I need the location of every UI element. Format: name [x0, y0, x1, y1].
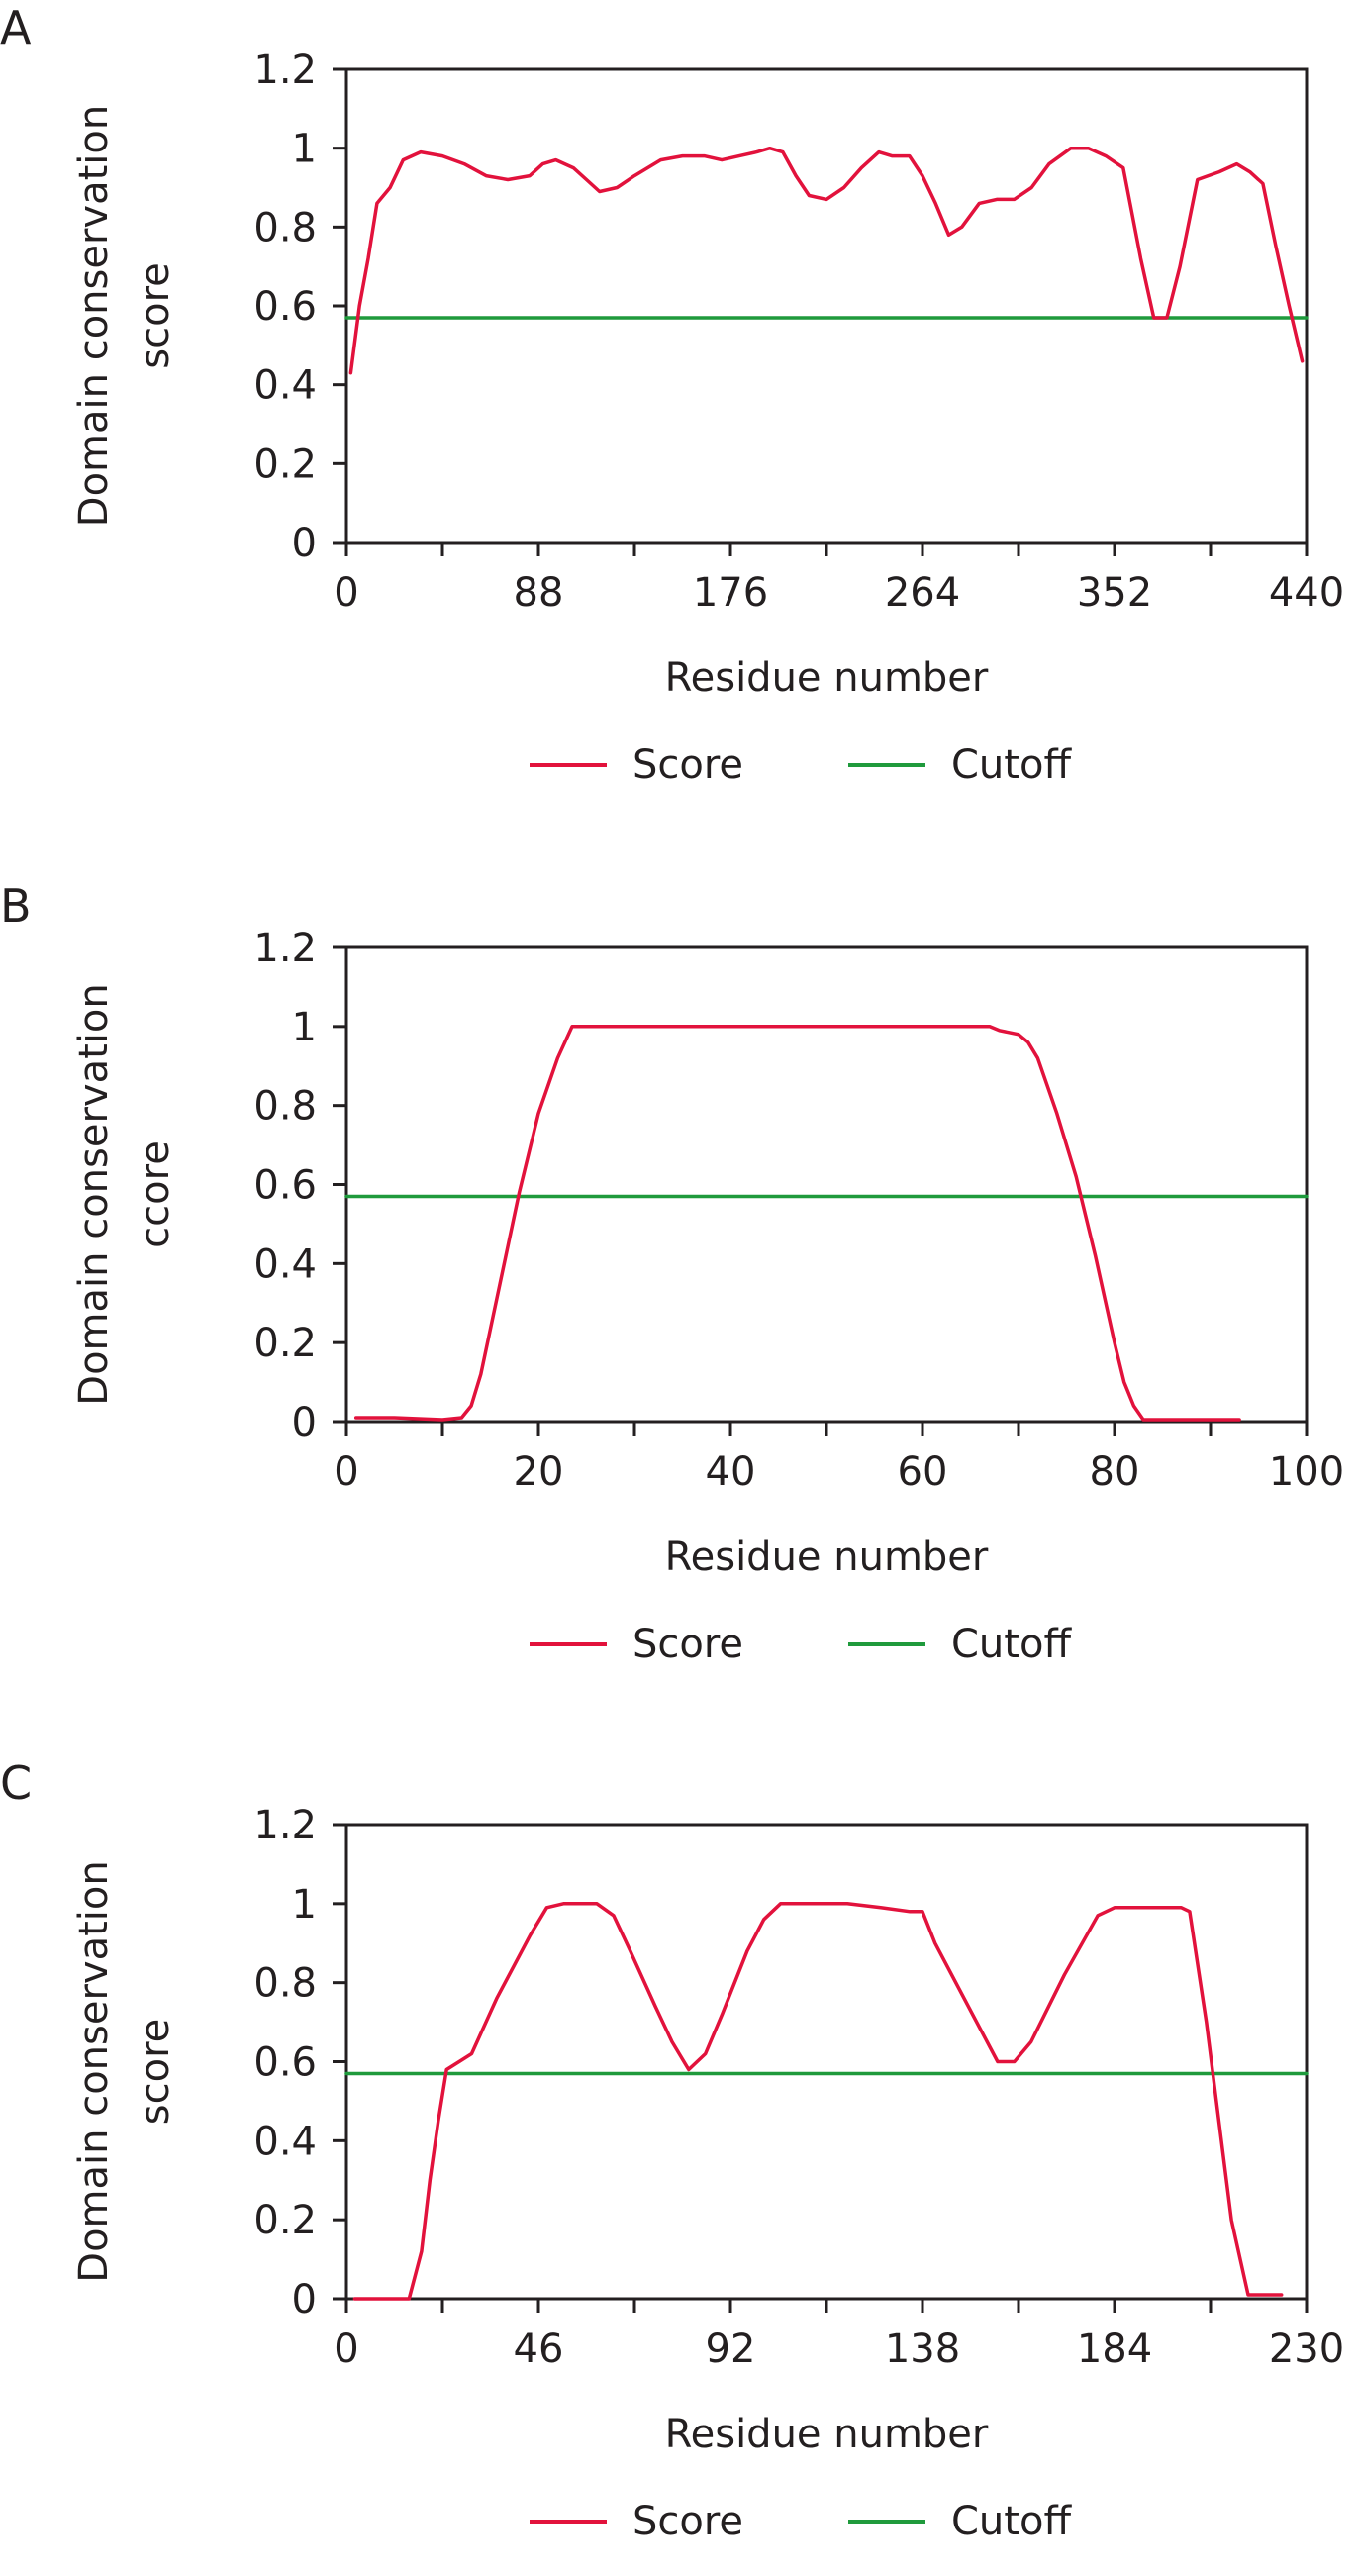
panel-letter: A — [0, 1, 32, 54]
y-tick-label: 0.6 — [253, 1163, 317, 1209]
y-tick-label: 1 — [292, 1005, 317, 1050]
x-tick-label: 0 — [334, 1449, 358, 1495]
x-tick-label: 138 — [885, 2327, 960, 2372]
x-tick-label: 184 — [1077, 2327, 1152, 2372]
x-tick-label: 176 — [693, 570, 768, 616]
x-tick-label: 88 — [514, 570, 564, 616]
x-tick-label: 80 — [1090, 1449, 1140, 1495]
y-tick-label: 1.2 — [253, 48, 317, 93]
legend-label-cutoff: Cutoff — [951, 2499, 1072, 2544]
x-axis-title: Residue number — [665, 2412, 989, 2457]
y-tick-label: 1.2 — [253, 1803, 317, 1848]
y-axis-title-line1: Domain conservation — [71, 105, 117, 527]
y-tick-label: 1 — [292, 127, 317, 172]
y-tick-label: 0.2 — [253, 2198, 317, 2243]
y-tick-label: 0.2 — [253, 442, 317, 487]
x-axis-title: Residue number — [665, 1535, 989, 1580]
x-tick-label: 92 — [706, 2327, 756, 2372]
y-axis-title-line1: Domain conservation — [71, 983, 117, 1405]
legend-label-cutoff: Cutoff — [951, 1622, 1072, 1667]
y-tick-label: 0.2 — [253, 1321, 317, 1366]
plot-frame — [344, 1823, 1309, 2301]
legend-label-cutoff: Cutoff — [951, 743, 1072, 788]
y-tick-label: 0.4 — [253, 2119, 317, 2164]
chart-panel-c: C 0 0.2 0.4 0.6 0.8 1 1.2 0 46 92 138 184 230 Residue … — [0, 1756, 1344, 2544]
x-tick-label: 46 — [514, 2327, 564, 2372]
panel-letter: C — [0, 1756, 32, 1810]
y-tick-label: 1 — [292, 1882, 317, 1928]
legend-label-score: Score — [632, 1622, 743, 1667]
x-tick-label: 264 — [885, 570, 960, 616]
x-tick-label: 0 — [334, 2327, 358, 2372]
y-axis-title-line2: ccore — [133, 1140, 178, 1248]
y-tick-label: 0.6 — [253, 2040, 317, 2086]
y-tick-label: 0 — [292, 521, 317, 566]
x-axis-title: Residue number — [665, 655, 989, 701]
y-tick-label: 1.2 — [253, 926, 317, 971]
y-tick-label: 0.8 — [253, 1084, 317, 1130]
y-axis-title-line2: score — [133, 262, 178, 368]
x-tick-label: 100 — [1269, 1449, 1344, 1495]
x-tick-label: 40 — [706, 1449, 756, 1495]
legend-label-score: Score — [632, 2499, 743, 2544]
y-tick-label: 0.8 — [253, 205, 317, 250]
y-tick-label: 0.8 — [253, 1961, 317, 2007]
series-line-score — [352, 1902, 1284, 2301]
legend-label-score: Score — [632, 743, 743, 788]
chart-panel-b: B 0 0.2 0.4 0.6 0.8 1 1.2 0 20 40 60 80 100 Residue nu… — [0, 879, 1344, 1667]
x-tick-label: 0 — [334, 570, 358, 616]
series-line-score — [348, 146, 1305, 375]
x-tick-label: 230 — [1269, 2327, 1344, 2372]
y-axis-title-line1: Domain conservation — [71, 1860, 117, 2282]
chart-panel-a: A 0 0.2 0.4 0.6 0.8 1 1.2 0 88 176 264 352 440 Residue… — [0, 1, 1344, 788]
plot-frame — [344, 945, 1309, 1424]
x-tick-label: 60 — [898, 1449, 948, 1495]
y-tick-label: 0.6 — [253, 284, 317, 330]
y-tick-label: 0 — [292, 1400, 317, 1445]
y-tick-label: 0 — [292, 2277, 317, 2323]
plot-frame — [344, 67, 1309, 545]
series-line-score — [353, 1025, 1241, 1422]
x-tick-label: 20 — [514, 1449, 564, 1495]
panel-letter: B — [0, 879, 32, 933]
y-axis-title-line2: score — [133, 2019, 178, 2125]
y-tick-label: 0.4 — [253, 1241, 317, 1287]
x-tick-label: 352 — [1077, 570, 1152, 616]
y-tick-label: 0.4 — [253, 363, 317, 409]
x-tick-label: 440 — [1269, 570, 1344, 616]
